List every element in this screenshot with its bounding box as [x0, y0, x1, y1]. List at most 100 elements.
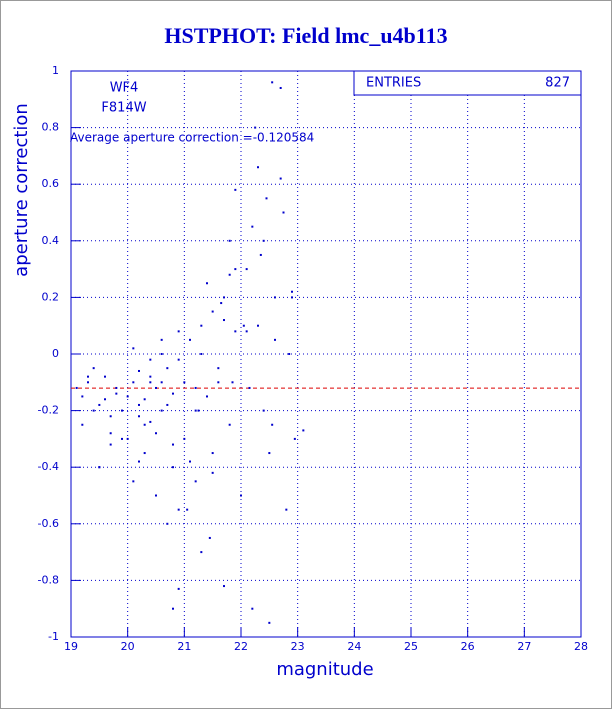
x-tick-label: 28 [574, 640, 588, 653]
point [271, 423, 274, 426]
point [75, 386, 78, 389]
point [245, 330, 248, 333]
point [138, 369, 140, 372]
point [200, 551, 203, 554]
point [194, 480, 197, 483]
point [115, 386, 118, 389]
point [245, 268, 248, 271]
point [87, 375, 89, 378]
x-tick-label: 19 [64, 640, 78, 653]
point [166, 367, 169, 370]
point [149, 375, 152, 378]
point [274, 296, 276, 299]
point [132, 381, 135, 384]
point [291, 296, 293, 299]
point [81, 395, 84, 398]
point [208, 536, 211, 539]
point [251, 225, 254, 228]
x-tick-label: 23 [291, 640, 305, 653]
point [257, 166, 259, 169]
point [197, 409, 200, 412]
point [282, 211, 285, 214]
point [160, 381, 163, 384]
point [166, 522, 169, 525]
chart-title: HSTPHOT: Field lmc_u4b113 [164, 23, 447, 48]
point [98, 466, 101, 469]
point [194, 409, 197, 412]
point [189, 460, 191, 463]
y-tick-label: 0.2 [42, 290, 60, 303]
point [257, 324, 259, 327]
point [172, 466, 174, 469]
point [177, 587, 180, 590]
y-tick-label: 1 [52, 64, 59, 77]
stats-box [353, 70, 582, 96]
point [121, 437, 123, 440]
y-tick-label: 0.4 [42, 234, 60, 247]
point [262, 239, 265, 242]
point [138, 415, 140, 418]
point [262, 409, 265, 412]
point [279, 86, 282, 89]
point [177, 330, 180, 333]
point [240, 494, 242, 497]
point [228, 273, 231, 276]
point [104, 375, 106, 378]
point [138, 403, 140, 406]
y-tick-label: 0 [52, 347, 59, 360]
point [220, 302, 223, 305]
y-tick-label: -0.4 [38, 460, 59, 473]
point [291, 290, 293, 293]
point [149, 420, 152, 423]
point [274, 338, 276, 341]
point [217, 367, 220, 370]
point [234, 330, 237, 333]
point [234, 268, 237, 271]
y-tick-label: 0.8 [42, 121, 60, 134]
point [172, 443, 174, 446]
point [160, 409, 163, 412]
point [231, 381, 234, 384]
point [87, 381, 89, 384]
point [217, 381, 220, 384]
x-tick-label: 25 [404, 640, 418, 653]
point [271, 81, 274, 84]
point [242, 324, 245, 327]
point [223, 585, 225, 588]
point [206, 282, 208, 285]
point [254, 126, 257, 129]
point [143, 423, 146, 426]
point [228, 239, 231, 242]
point [92, 409, 95, 412]
point [143, 452, 146, 455]
annotation: Average aperture correction =-0.120584 [70, 131, 314, 145]
x-tick-label: 21 [177, 640, 191, 653]
point [194, 386, 197, 389]
y-tick-label: -0.8 [38, 573, 59, 586]
point [279, 177, 282, 180]
point [132, 347, 135, 350]
y-tick-label: -1 [48, 630, 59, 643]
point [268, 621, 271, 624]
x-tick-label: 26 [461, 640, 475, 653]
stats-label: ENTRIES [366, 76, 421, 91]
point [293, 437, 296, 440]
point [109, 443, 112, 446]
point [172, 607, 174, 610]
point [92, 367, 95, 370]
point [206, 395, 208, 398]
stats-value: 827 [545, 76, 570, 91]
x-tick-label: 27 [517, 640, 531, 653]
y-tick-label: -0.2 [38, 404, 59, 417]
point [104, 398, 106, 401]
x-tick-label: 20 [121, 640, 135, 653]
point [288, 353, 291, 355]
point [223, 319, 225, 322]
point [223, 296, 225, 299]
y-tick-label: 0.6 [42, 177, 60, 190]
point [160, 353, 163, 355]
point [143, 398, 146, 401]
